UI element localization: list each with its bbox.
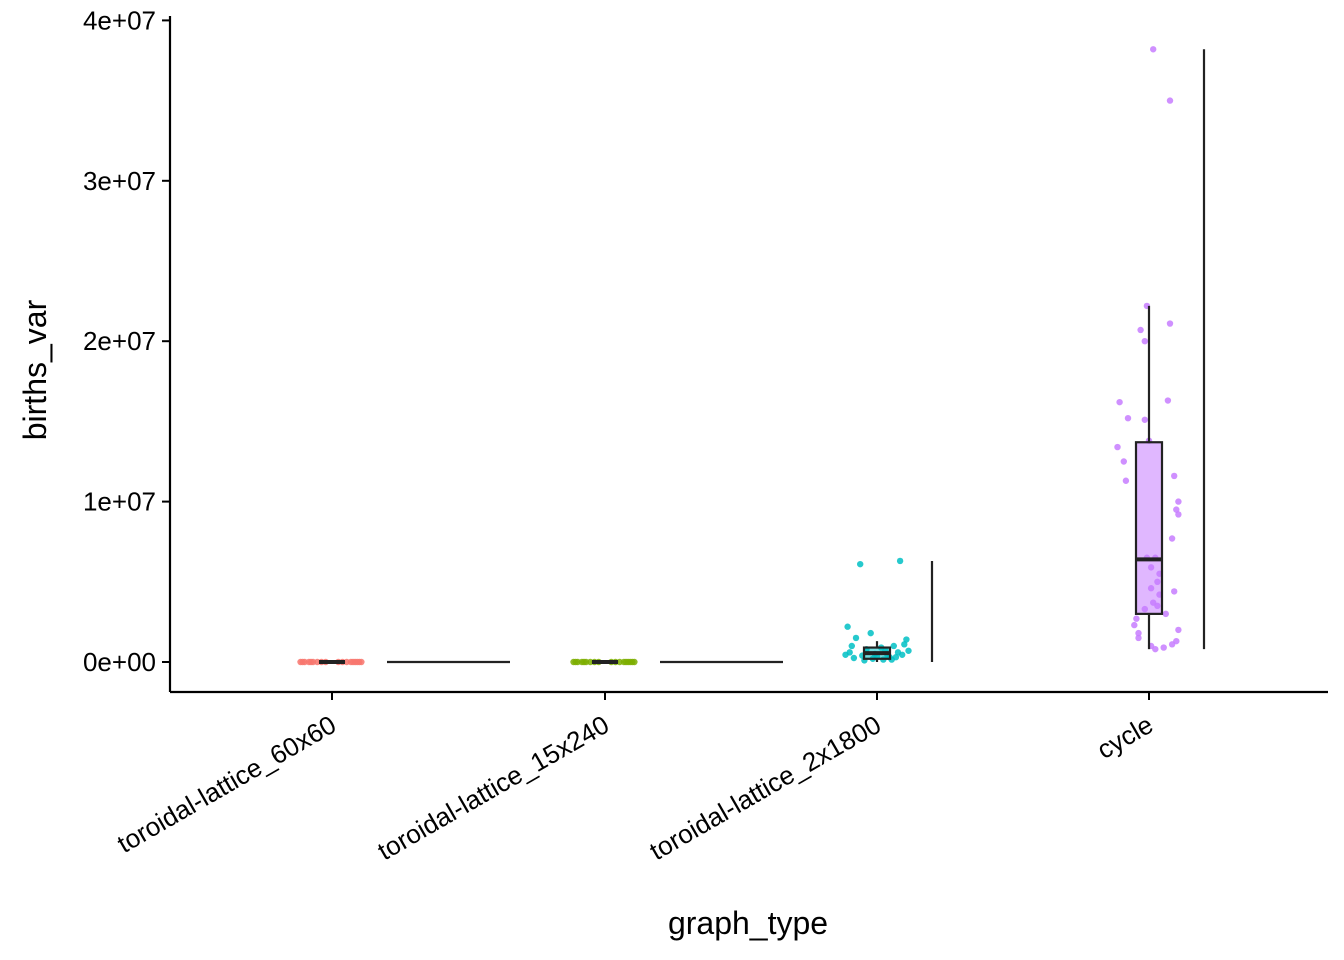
data-point: [890, 642, 897, 650]
y-tick-label: 0e+00: [83, 647, 156, 677]
data-point: [1171, 472, 1178, 480]
data-point: [572, 658, 579, 666]
y-axis-title: births_var: [17, 299, 53, 440]
data-point: [1131, 621, 1138, 629]
y-tick-label: 3e+07: [83, 166, 156, 196]
data-point: [580, 658, 588, 666]
data-point: [1166, 97, 1174, 104]
data-point: [850, 654, 858, 662]
series-toroidal-lattice_60x60: [297, 658, 510, 666]
data-point: [1164, 397, 1172, 404]
data-point: [905, 647, 912, 654]
data-point: [903, 636, 910, 643]
data-point: [848, 642, 855, 650]
data-point: [1168, 535, 1176, 542]
data-point: [1116, 398, 1123, 406]
y-tick-label: 2e+07: [83, 326, 156, 356]
series-cycle: [1114, 46, 1206, 653]
data-point: [622, 658, 630, 666]
data-point: [1114, 443, 1121, 451]
data-point: [1166, 320, 1174, 327]
data-point: [1124, 414, 1132, 422]
data-point: [867, 629, 874, 637]
data-point: [1141, 338, 1149, 345]
data-point: [1160, 644, 1167, 651]
data-point: [307, 658, 315, 666]
data-point: [299, 658, 306, 666]
data-point: [901, 641, 908, 648]
data-point: [1175, 626, 1182, 634]
box: [1134, 441, 1164, 615]
data-point: [1173, 637, 1180, 645]
data-point: [899, 651, 906, 658]
data-layer: [297, 46, 1206, 666]
series-toroidal-lattice_2x1800: [842, 557, 934, 664]
y-tick-label: 1e+07: [83, 487, 156, 517]
data-point: [857, 560, 864, 568]
data-point: [1135, 634, 1142, 642]
data-point: [1120, 458, 1128, 465]
data-point: [1141, 416, 1149, 423]
x-axis-title: graph_type: [668, 905, 828, 941]
series-toroidal-lattice_15x240: [570, 658, 783, 666]
data-point: [1133, 615, 1140, 622]
data-point: [846, 649, 853, 656]
data-point: [1137, 326, 1144, 334]
data-point: [1171, 588, 1178, 595]
data-point: [1152, 645, 1159, 653]
data-point: [349, 658, 357, 666]
data-point: [896, 557, 904, 565]
data-point: [1150, 46, 1157, 53]
data-point: [1122, 477, 1130, 484]
data-point: [1135, 629, 1142, 637]
data-point: [1162, 610, 1170, 618]
data-point: [852, 634, 860, 642]
data-point: [1175, 498, 1182, 505]
data-point: [844, 623, 851, 630]
data-point: [1173, 506, 1180, 513]
y-tick-label: 4e+07: [83, 5, 156, 35]
data-point: [1175, 511, 1182, 518]
